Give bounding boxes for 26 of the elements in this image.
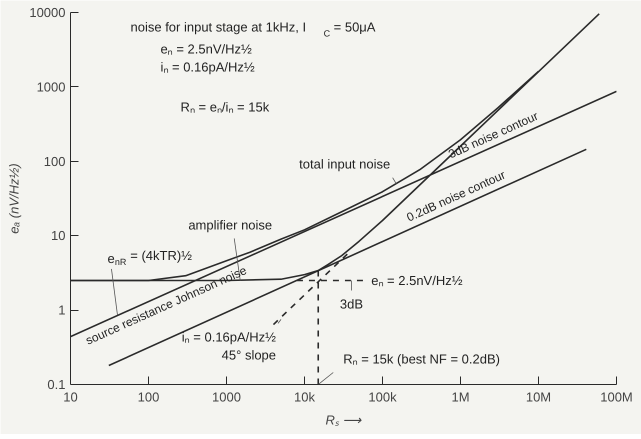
annotation: total input noise bbox=[299, 156, 390, 172]
y-axis-title: eₐ (nV/Hz½) bbox=[6, 163, 22, 234]
x-axis-title: Rₛ ⟶ bbox=[326, 412, 362, 428]
annotation: Rₙ = 15k (best NF = 0.2dB) bbox=[343, 352, 500, 366]
y-tick-label: 1 bbox=[58, 302, 66, 318]
x-tick-label: 1M bbox=[451, 390, 470, 404]
y-tick-label: 10000 bbox=[29, 5, 66, 20]
annotation: 3dB bbox=[340, 296, 364, 312]
x-tick-label: 10k bbox=[294, 390, 316, 404]
annotation: eₙ = 2.5nV/Hz½ bbox=[160, 42, 252, 56]
x-tick-label: 10M bbox=[526, 390, 552, 404]
annotation: iₙ = 0.16pA/Hz½ bbox=[160, 60, 255, 74]
x-tick-label: 1000 bbox=[212, 390, 241, 404]
x-tick-label: 100k bbox=[368, 390, 398, 404]
x-tick-label: 100 bbox=[138, 390, 160, 404]
annotation: eₙ = 2.5nV/Hz½ bbox=[371, 272, 463, 288]
annotation: iₙ = 0.16pA/Hz½ bbox=[182, 329, 276, 344]
annotation: Rₙ = eₙ/iₙ = 15k bbox=[180, 100, 270, 114]
y-tick-label: 100 bbox=[44, 154, 66, 169]
annotation: amplifier noise bbox=[188, 217, 272, 232]
y-tick-label: 0.1 bbox=[47, 377, 66, 392]
y-tick-label: 1000 bbox=[36, 79, 66, 94]
y-tick-label: 10 bbox=[51, 228, 66, 244]
x-tick-label: 10 bbox=[63, 390, 78, 404]
x-tick-label: 100M bbox=[600, 390, 633, 404]
annotation: 45° slope bbox=[222, 347, 276, 362]
